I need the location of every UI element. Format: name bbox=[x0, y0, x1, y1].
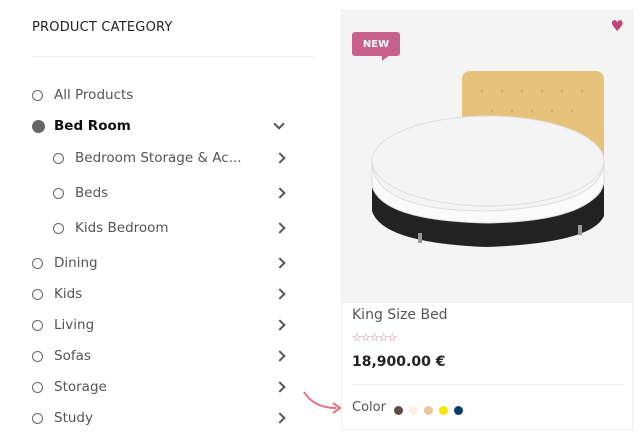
category-label: Living bbox=[54, 317, 95, 333]
category-label: Beds bbox=[75, 185, 109, 201]
chevron-right-icon[interactable] bbox=[274, 187, 286, 199]
category-item[interactable]: Kids Bedroom bbox=[0, 216, 300, 240]
radio-icon[interactable] bbox=[32, 381, 43, 393]
radio-icon[interactable] bbox=[32, 119, 45, 133]
category-title: PRODUCT CATEGORY bbox=[32, 20, 173, 35]
product-name[interactable]: King Size Bed bbox=[352, 307, 448, 323]
radio-icon[interactable] bbox=[53, 152, 64, 164]
category-label: Sofas bbox=[54, 348, 91, 364]
chevron-right-icon[interactable] bbox=[274, 350, 286, 362]
radio-icon[interactable] bbox=[32, 89, 43, 101]
color-swatch[interactable] bbox=[394, 406, 403, 415]
category-item[interactable]: Sofas bbox=[0, 344, 300, 368]
chevron-right-icon[interactable] bbox=[274, 152, 286, 164]
chevron-right-icon[interactable] bbox=[274, 222, 286, 234]
color-swatch[interactable] bbox=[454, 406, 463, 415]
category-item[interactable]: Storage bbox=[0, 375, 300, 399]
category-item[interactable]: Living bbox=[0, 313, 300, 337]
category-label: All Products bbox=[54, 87, 134, 103]
chevron-right-icon[interactable] bbox=[274, 288, 286, 300]
product-image[interactable]: NEW ♥ bbox=[342, 11, 632, 303]
category-item[interactable]: All Products bbox=[0, 83, 300, 107]
chevron-right-icon[interactable] bbox=[274, 319, 286, 331]
radio-icon[interactable] bbox=[53, 187, 64, 199]
category-label: Kids bbox=[54, 286, 83, 302]
radio-icon[interactable] bbox=[53, 222, 64, 234]
bed-image bbox=[371, 71, 605, 247]
radio-icon[interactable] bbox=[32, 412, 43, 424]
category-item[interactable]: Bed Room bbox=[0, 114, 300, 138]
color-swatch[interactable] bbox=[439, 406, 448, 415]
rating-stars: ☆☆☆☆☆ bbox=[352, 331, 397, 344]
radio-icon[interactable] bbox=[32, 350, 43, 362]
radio-icon[interactable] bbox=[32, 319, 43, 331]
category-item[interactable]: Bedroom Storage & Ac... bbox=[0, 146, 300, 170]
product-card[interactable]: NEW ♥ King Size Bed ☆☆☆☆☆ 18,900.00 € Co… bbox=[341, 10, 633, 430]
category-item[interactable]: Study bbox=[0, 406, 300, 430]
heart-icon[interactable]: ♥ bbox=[610, 17, 624, 35]
category-item[interactable]: Beds bbox=[0, 181, 300, 205]
category-label: Storage bbox=[54, 379, 107, 395]
new-badge: NEW bbox=[352, 32, 400, 61]
category-label: Study bbox=[54, 410, 93, 426]
chevron-right-icon[interactable] bbox=[274, 412, 286, 424]
divider bbox=[352, 384, 624, 385]
category-label: Bed Room bbox=[54, 118, 131, 134]
product-price: 18,900.00 € bbox=[352, 354, 446, 370]
color-swatch[interactable] bbox=[409, 406, 418, 415]
color-label: Color bbox=[352, 400, 386, 415]
category-label: Kids Bedroom bbox=[75, 220, 169, 236]
radio-icon[interactable] bbox=[32, 288, 43, 300]
radio-icon[interactable] bbox=[32, 257, 43, 269]
category-label: Bedroom Storage & Ac... bbox=[75, 150, 242, 166]
category-item[interactable]: Dining bbox=[0, 251, 300, 275]
chevron-right-icon[interactable] bbox=[274, 257, 286, 269]
chevron-right-icon[interactable] bbox=[274, 381, 286, 393]
divider bbox=[32, 56, 314, 57]
category-label: Dining bbox=[54, 255, 98, 271]
chevron-down-icon[interactable] bbox=[273, 118, 285, 130]
category-item[interactable]: Kids bbox=[0, 282, 300, 306]
curved-arrow-icon bbox=[303, 391, 342, 414]
color-swatch[interactable] bbox=[424, 406, 433, 415]
